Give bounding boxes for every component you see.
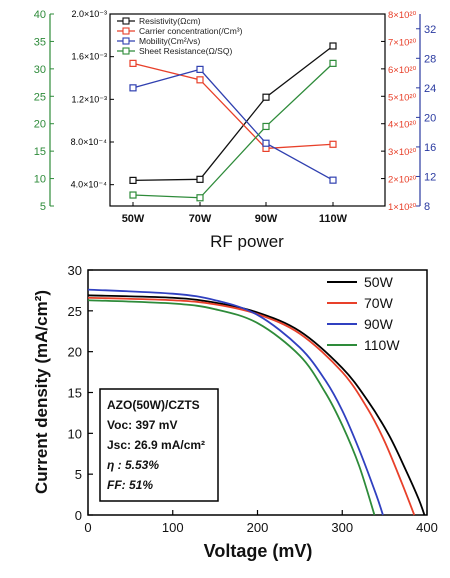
bottom-x-tick-label: 100: [162, 520, 184, 535]
top-data-point: [196, 76, 204, 84]
carrier-tick-label: 3×10²⁰: [388, 147, 417, 158]
legend-label: Resistivity(Ωcm): [139, 16, 201, 26]
top-data-point: [129, 176, 137, 184]
resistivity-tick-label: 8.0×10⁻⁴: [71, 137, 108, 147]
carrier-tick-label: 8×10²⁰: [388, 10, 417, 21]
legend-swatch-marker: [122, 27, 130, 35]
bottom-y-tick-label: 30: [68, 263, 82, 278]
legend-label: 110W: [364, 337, 400, 353]
bottom-x-tick-label: 300: [331, 520, 353, 535]
rf-power-chart: 4.0×10⁻⁴ 8.0×10⁻⁴ 1.2×10⁻³ 1.6×10⁻³ 2.0×10⁻³…: [34, 9, 437, 251]
resistivity-tick-label: 2.0×10⁻³: [71, 9, 107, 19]
top-x-tick-label: 70W: [189, 213, 212, 225]
carrier-tick-label: 4×10²⁰: [388, 120, 417, 131]
top-x-axis-label: RF power: [210, 232, 284, 251]
legend-label: 70W: [364, 295, 394, 311]
sheet-resistance-tick-label: 40: [34, 9, 46, 21]
mobility-tick-label: 12: [424, 171, 436, 183]
mobility-tick-label: 32: [424, 24, 436, 36]
top-data-point: [129, 84, 137, 92]
legend-label: Mobility(Cm²/vs): [139, 36, 201, 46]
mobility-tick-label: 28: [424, 53, 436, 65]
top-series-line: [132, 68, 334, 181]
resistivity-tick-label: 1.6×10⁻³: [71, 52, 107, 62]
carrier-tick-label: 2×10²⁰: [388, 175, 417, 186]
legend-swatch-marker: [122, 17, 130, 25]
annotation-frame: [99, 388, 219, 502]
top-plot-frame: [109, 13, 386, 207]
top-data-point: [129, 191, 137, 199]
mobility-tick-label: 20: [424, 112, 436, 124]
carrier-tick-label: 1×10²⁰: [388, 202, 417, 213]
annotation-line: Voc: 397 mV: [107, 418, 177, 432]
mobility-tick-label: 24: [424, 83, 436, 95]
annotation-line: AZO(50W)/CZTS: [107, 398, 200, 412]
top-data-point: [262, 139, 270, 147]
top-series-line: [132, 62, 334, 199]
jv-series-line: [87, 288, 384, 516]
bottom-x-axis-label: Voltage (mV): [204, 541, 313, 561]
top-data-point: [262, 122, 270, 131]
sheet-resistance-tick-label: 30: [34, 64, 46, 76]
resistivity-tick-label: 1.2×10⁻³: [71, 94, 107, 104]
legend-label: 50W: [364, 274, 394, 290]
legend-label: 90W: [364, 316, 394, 332]
legend-swatch-marker: [122, 47, 130, 55]
bottom-x-tick-label: 200: [247, 520, 269, 535]
device-parameters-box: AZO(50W)/CZTS Voc: 397 mV Jsc: 26.9 mA/cm²…: [99, 388, 219, 502]
top-data-point: [329, 42, 337, 50]
bottom-y-tick-label: 25: [68, 304, 82, 319]
top-x-tick-label: 90W: [255, 213, 278, 225]
top-data-point: [329, 59, 337, 67]
sheet-resistance-tick-label: 25: [34, 91, 46, 103]
sheet-resistance-tick-label: 20: [34, 119, 46, 131]
top-series-line: [132, 45, 334, 182]
sheet-resistance-tick-label: 15: [34, 146, 46, 158]
jv-series-line: [87, 294, 426, 516]
mobility-tick-label: 16: [424, 142, 436, 154]
carrier-tick-label: 6×10²⁰: [388, 65, 417, 76]
top-x-tick-label: 50W: [122, 213, 145, 225]
jv-series-line: [87, 296, 416, 516]
sheet-resistance-tick-label: 10: [34, 174, 46, 186]
bottom-y-axis-label: Current density (mA/cm²): [32, 290, 51, 494]
annotation-line: Jsc: 26.9 mA/cm²: [107, 438, 205, 452]
carrier-tick-label: 7×10²⁰: [388, 37, 417, 48]
top-x-tick-label: 110W: [319, 213, 348, 225]
legend-label: Carrier concentration(/Cm³): [139, 26, 243, 36]
bottom-x-tick-label: 0: [84, 520, 91, 535]
legend-swatch-marker: [122, 37, 130, 45]
sheet-resistance-tick-label: 35: [34, 36, 46, 48]
resistivity-tick-label: 4.0×10⁻⁴: [71, 180, 108, 190]
top-data-point: [196, 175, 204, 183]
bottom-y-tick-label: 10: [68, 426, 82, 441]
top-data-point: [196, 65, 204, 73]
annotation-line: η : 5.53%: [107, 458, 159, 472]
legend-label: Sheet Resistance(Ω/SQ): [139, 46, 232, 56]
bottom-y-tick-label: 20: [68, 345, 82, 360]
mobility-tick-label: 8: [424, 201, 430, 213]
bottom-y-tick-label: 15: [68, 386, 82, 401]
carrier-tick-label: 5×10²⁰: [388, 92, 417, 103]
top-series-line: [132, 62, 334, 150]
bottom-y-tick-label: 5: [75, 467, 82, 482]
top-data-point: [129, 59, 137, 67]
annotation-line: FF: 51%: [107, 478, 153, 492]
jv-series-line: [87, 299, 376, 516]
bottom-x-tick-label: 400: [416, 520, 438, 535]
sheet-resistance-tick-label: 5: [40, 201, 46, 213]
top-data-point: [329, 176, 337, 184]
top-data-point: [196, 194, 204, 202]
top-data-point: [329, 140, 337, 148]
top-data-point: [262, 93, 270, 101]
bottom-y-tick-label: 0: [75, 508, 82, 523]
